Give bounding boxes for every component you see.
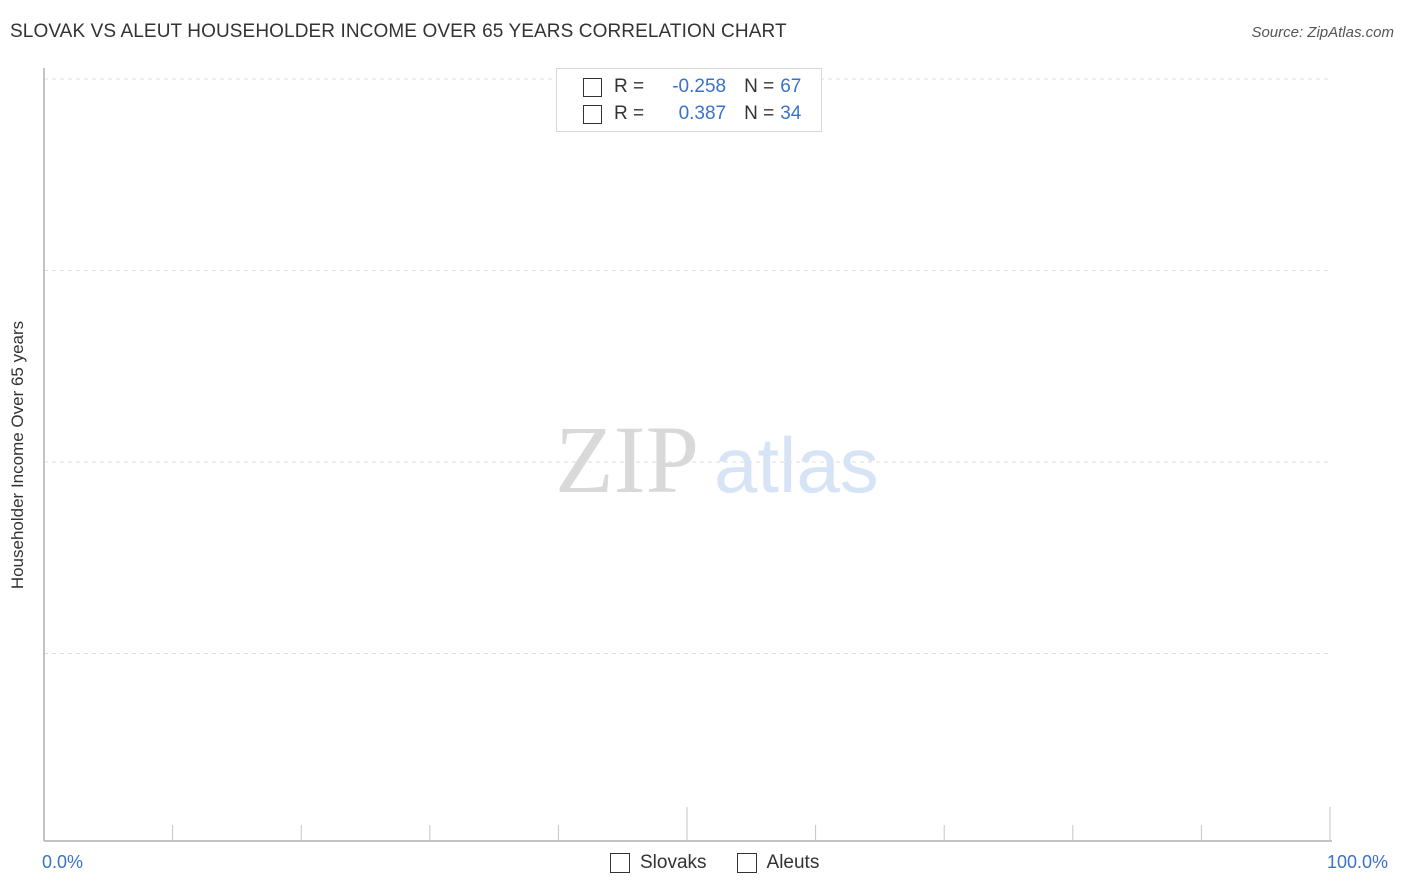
x-tick-min: 0.0% (42, 852, 84, 872)
correlation-legend: R = -0.258 N = 67 R = 0.387 N = 34 (556, 68, 822, 132)
series-legend: Slovaks Aleuts (610, 852, 849, 874)
legend-row-slovaks: R = -0.258 N = 67 (583, 75, 801, 99)
legend-row-aleuts: R = 0.387 N = 34 (583, 102, 801, 126)
x-tick-max: 100.0% (1327, 852, 1389, 872)
n-value: 67 (780, 76, 802, 97)
watermark: ZIP atlas (555, 406, 879, 513)
r-value: 0.387 (678, 103, 727, 124)
legend-item-aleuts[interactable]: Aleuts (736, 852, 820, 874)
watermark-atlas: atlas (714, 421, 879, 509)
legend-item-slovaks[interactable]: Slovaks (610, 852, 707, 874)
n-label: N = (744, 76, 775, 97)
slovaks-swatch-icon (583, 77, 602, 97)
slovaks-swatch-icon (610, 853, 630, 873)
r-value: -0.258 (672, 76, 727, 97)
axes (43, 68, 1332, 842)
legend-label-slovaks: Slovaks (640, 852, 707, 873)
r-label: R = (614, 76, 645, 97)
gridlines (44, 78, 1330, 654)
aleuts-swatch-icon (736, 853, 757, 873)
aleuts-swatch-icon (583, 104, 602, 124)
source-label: Source: ZipAtlas.com (1251, 24, 1394, 41)
r-label: R = (614, 103, 645, 124)
legend-label-aleuts: Aleuts (766, 852, 820, 873)
n-value: 34 (780, 103, 802, 124)
watermark-zip: ZIP (555, 406, 699, 513)
n-label: N = (744, 103, 775, 124)
chart-title: SLOVAK VS ALEUT HOUSEHOLDER INCOME OVER … (10, 21, 787, 42)
